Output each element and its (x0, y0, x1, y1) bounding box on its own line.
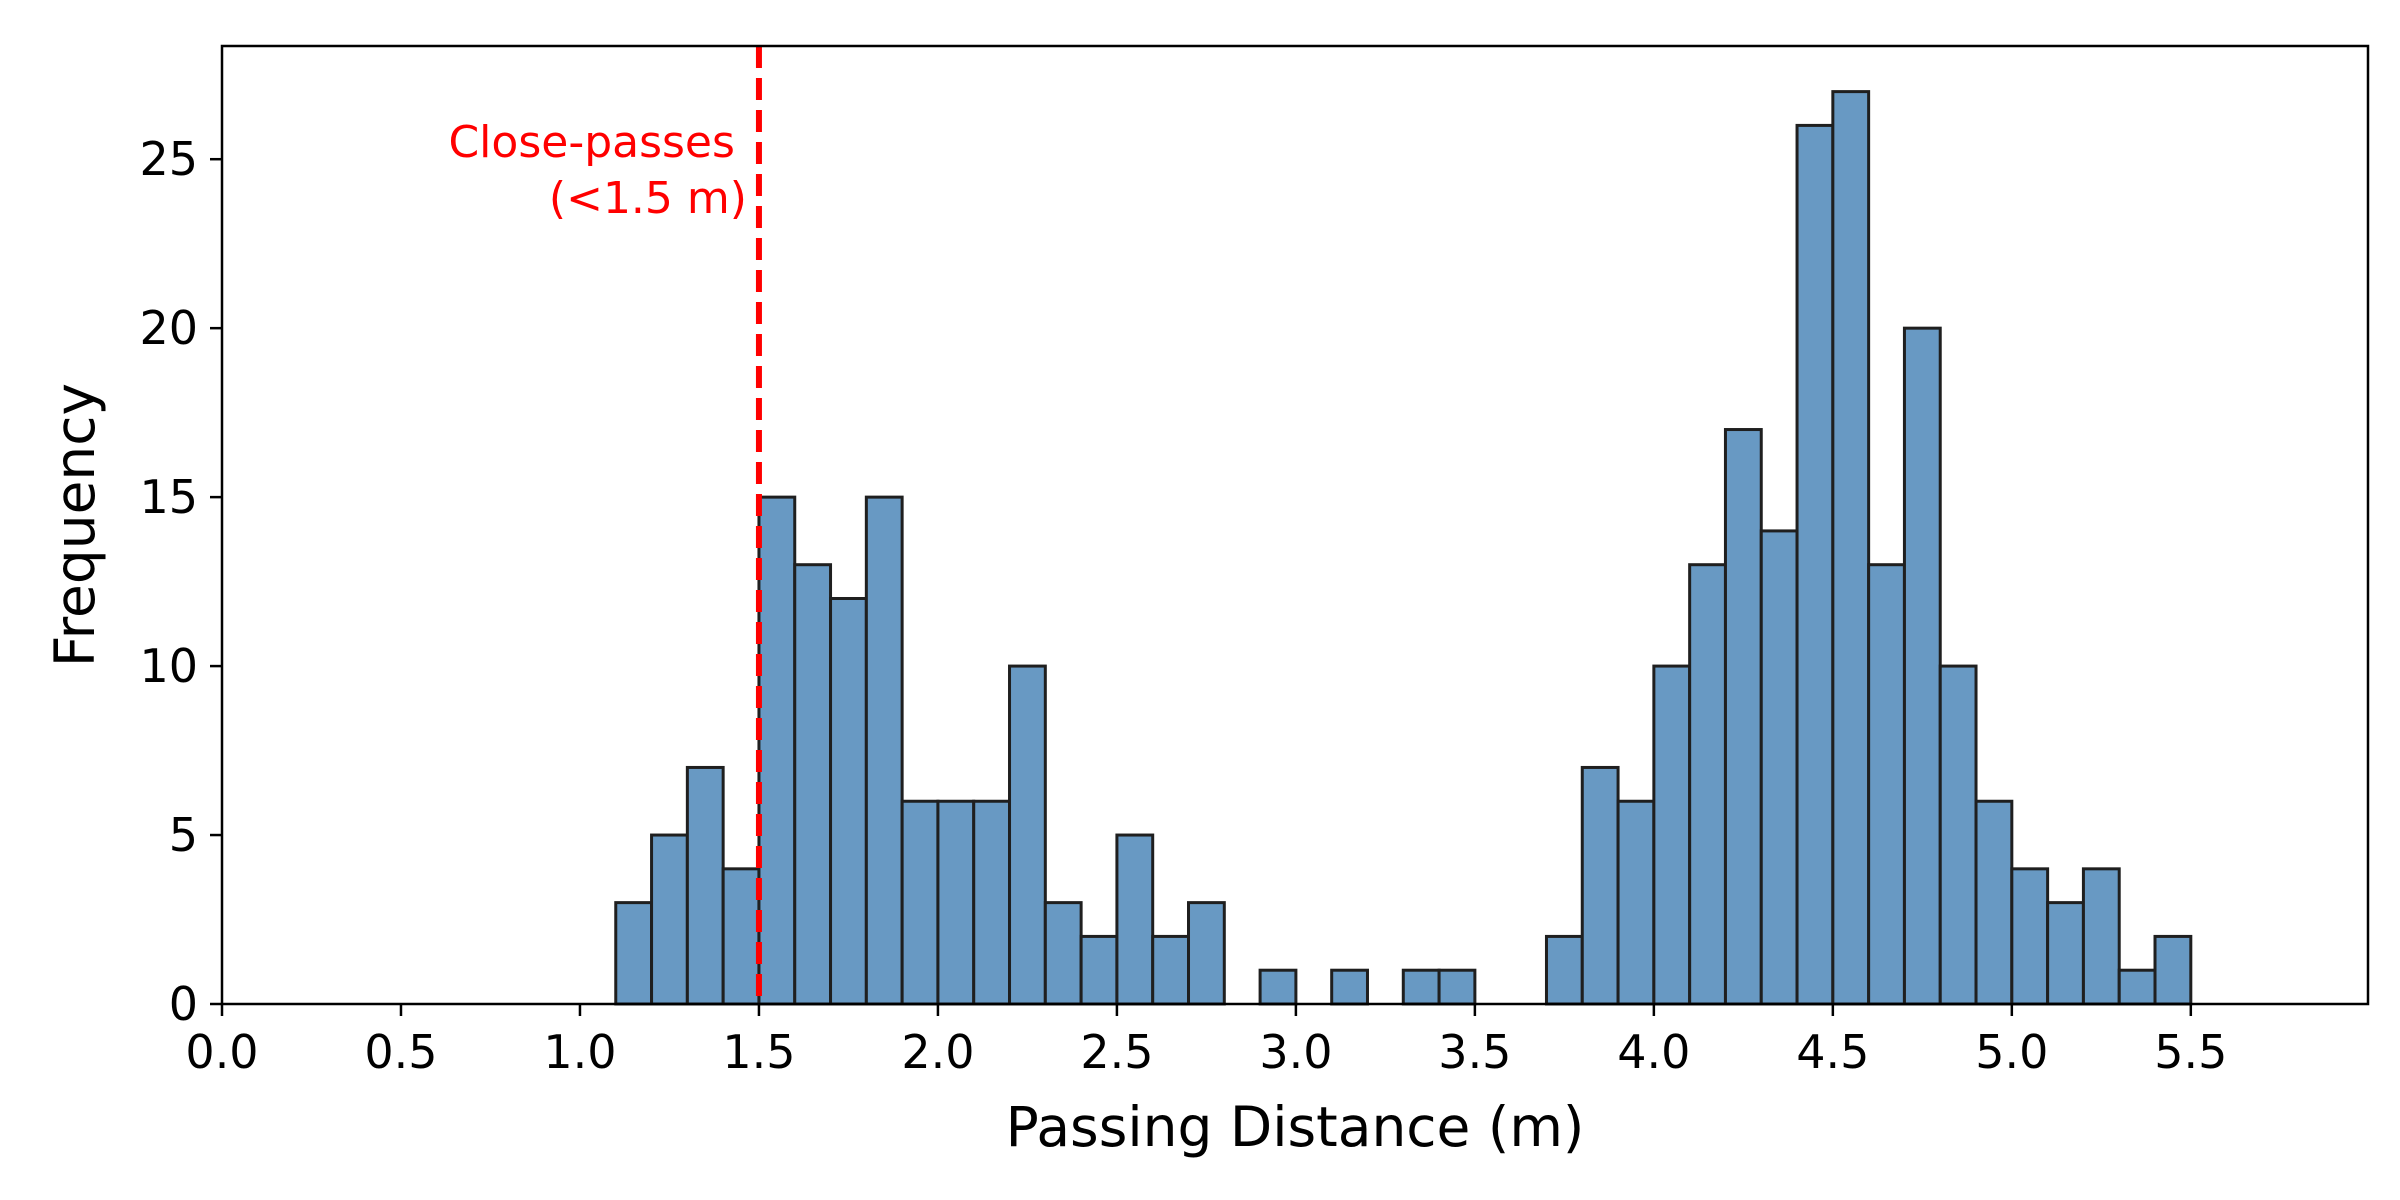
histogram-bar (2010, 867, 2050, 1006)
x-tick-label: 1.5 (722, 1025, 795, 1079)
y-tick-label: 0 (169, 977, 198, 1031)
histogram-bar (1079, 934, 1119, 1006)
y-tick-label: 5 (169, 808, 198, 862)
histogram-bar (1580, 765, 1620, 1006)
histogram-bar (2153, 934, 2193, 1006)
x-tick-label: 0.5 (364, 1025, 437, 1079)
histogram-bar (1544, 934, 1584, 1006)
histogram-bar (936, 799, 976, 1006)
axes-layer (220, 44, 2370, 1006)
histogram-bar (757, 495, 797, 1006)
histogram-bar (1974, 799, 2014, 1006)
x-tick-label: 3.5 (1438, 1025, 1511, 1079)
histogram-bar (1330, 968, 1369, 1006)
x-tick-label: 2.0 (901, 1025, 974, 1079)
histogram-bar (1795, 123, 1835, 1006)
y-tick-label: 25 (139, 132, 198, 186)
histogram-bar (1723, 428, 1763, 1006)
y-tick-label: 15 (139, 470, 198, 524)
x-tick-label: 0.0 (185, 1025, 258, 1079)
x-tick-label: 3.0 (1259, 1025, 1332, 1079)
histogram-bar (1043, 901, 1083, 1006)
histogram-bar (1938, 664, 1978, 1006)
x-tick-label: 1.0 (543, 1025, 616, 1079)
x-tick-label: 5.5 (2154, 1025, 2227, 1079)
y-ticks: 0 5 10 15 20 25 (139, 132, 222, 1031)
x-ticks: 0.0 0.5 1.0 1.5 2.0 2.5 3.0 3.5 4.0 4.5 5.0 5.5 (185, 1004, 2227, 1079)
histogram-bar (1831, 90, 1871, 1006)
histogram-bar (685, 765, 725, 1006)
histogram-bar (1437, 968, 1477, 1006)
y-axis-title: Frequency (43, 383, 107, 667)
histogram-bar (1902, 326, 1942, 1006)
histogram-bar (1008, 664, 1047, 1006)
histogram-bar (1115, 833, 1155, 1006)
histogram-bar (1187, 901, 1226, 1006)
bars-layer (614, 90, 2193, 1006)
histogram-bar (2117, 968, 2157, 1006)
histogram-bar (721, 867, 761, 1006)
x-tick-label: 2.5 (1080, 1025, 1153, 1079)
histogram-bar (793, 563, 833, 1006)
histogram-bar (1867, 563, 1906, 1006)
histogram-bar (2081, 867, 2121, 1006)
histogram-bar (614, 901, 654, 1006)
histogram-bar (1151, 934, 1191, 1006)
close-pass-label-line1: Close-passes (448, 117, 734, 168)
x-tick-label: 4.0 (1617, 1025, 1690, 1079)
histogram-bar (2046, 901, 2085, 1006)
x-tick-label: 4.5 (1796, 1025, 1869, 1079)
y-tick-label: 10 (139, 639, 198, 693)
plot-frame (220, 44, 2370, 1006)
histogram-bar (900, 799, 940, 1006)
y-tick-label: 20 (139, 301, 198, 355)
histogram-bar (829, 596, 868, 1006)
close-pass-label-line2: (<1.5 m) (549, 173, 747, 224)
histogram-bar (1401, 968, 1441, 1006)
x-axis-title: Passing Distance (m) (1006, 1095, 1585, 1159)
histogram-bar (864, 495, 904, 1006)
histogram-bar (972, 799, 1012, 1006)
histogram-bar (1258, 968, 1298, 1006)
histogram-bar (1759, 529, 1799, 1006)
x-tick-label: 5.0 (1975, 1025, 2048, 1079)
histogram-bar (1688, 563, 1727, 1006)
histogram-bar (1652, 664, 1692, 1006)
histogram-bar (650, 833, 689, 1006)
histogram-bar (1616, 799, 1656, 1006)
